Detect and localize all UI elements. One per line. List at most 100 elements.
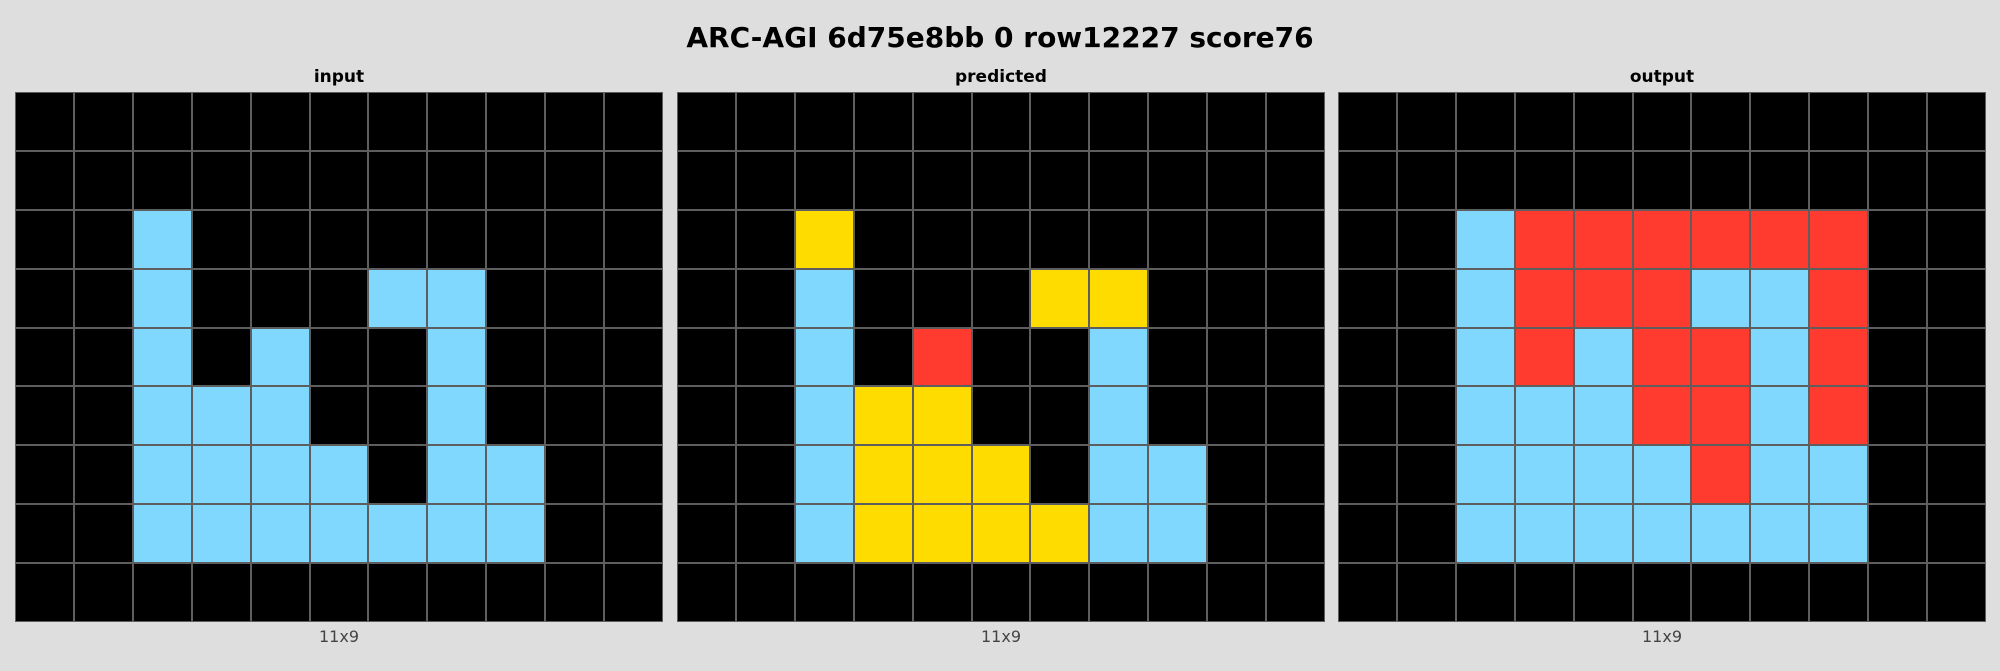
grid-cell	[545, 268, 605, 328]
grid-cell	[1868, 563, 1928, 622]
grid-cell	[1455, 92, 1515, 151]
grid-cell	[677, 504, 736, 564]
grid-cell	[912, 445, 972, 505]
grid-cell	[1148, 92, 1208, 151]
grid-cell	[191, 445, 251, 505]
grid-cell	[853, 150, 913, 210]
grid-cell	[1750, 504, 1810, 564]
grid-cell	[604, 386, 663, 446]
grid-cell	[1455, 150, 1515, 210]
grid-cell	[677, 92, 736, 151]
grid-cell	[912, 386, 972, 446]
grid-cell	[1396, 92, 1456, 151]
grid-cell	[1927, 327, 1986, 387]
grid-cell	[486, 563, 546, 622]
grid-cell	[1691, 504, 1751, 564]
grid-cell	[853, 268, 913, 328]
grid-cell	[794, 150, 854, 210]
grid-cell	[1089, 445, 1149, 505]
grid-cell	[1632, 386, 1692, 446]
grid-cell	[250, 445, 310, 505]
grid-cell	[1927, 563, 1986, 622]
grid-cell	[309, 92, 369, 151]
grid-cell	[427, 327, 487, 387]
panel-title-output: output	[1629, 67, 1695, 87]
grid-output	[1338, 92, 1986, 622]
grid-dims-output: 11x9	[1641, 627, 1682, 646]
grid-cell	[794, 445, 854, 505]
grid-cell	[1691, 92, 1751, 151]
grid-cell	[1148, 504, 1208, 564]
grid-cell	[1809, 209, 1869, 269]
grid-cell	[191, 268, 251, 328]
grid-cell	[1148, 563, 1208, 622]
grid-cell	[1207, 150, 1267, 210]
grid-cell	[250, 327, 310, 387]
grid-cell	[427, 209, 487, 269]
grid-cell	[1266, 563, 1325, 622]
grid-cell	[309, 327, 369, 387]
grid-cell	[1809, 386, 1869, 446]
grid-cell	[604, 327, 663, 387]
grid-cell	[1514, 92, 1574, 151]
grid-cell	[191, 504, 251, 564]
grid-cell	[1148, 386, 1208, 446]
grid-cell	[250, 504, 310, 564]
grid-cell	[1632, 445, 1692, 505]
grid-cell	[1750, 268, 1810, 328]
grid-cell	[132, 92, 192, 151]
panel-input: input 11x9	[15, 62, 663, 648]
grid-input	[15, 92, 663, 622]
grid-cell	[1632, 327, 1692, 387]
grid-cell	[1030, 445, 1090, 505]
grid-cell	[368, 563, 428, 622]
grid-cell	[15, 92, 74, 151]
grid-cell	[912, 504, 972, 564]
grid-cell	[677, 209, 736, 269]
grid-cell	[368, 386, 428, 446]
grid-cell	[1207, 386, 1267, 446]
grid-cell	[912, 268, 972, 328]
grid-cell	[1809, 504, 1869, 564]
grid-cell	[250, 150, 310, 210]
grid-cell	[368, 209, 428, 269]
grid-cell	[132, 504, 192, 564]
grid-cell	[677, 268, 736, 328]
grid-cell	[15, 445, 74, 505]
grid-cell	[1809, 150, 1869, 210]
panel-title-predicted: predicted	[955, 67, 1047, 87]
grid-cell	[250, 268, 310, 328]
grid-cell	[1338, 268, 1397, 328]
grid-cell	[1089, 268, 1149, 328]
grid-cell	[794, 563, 854, 622]
grid-cell	[15, 268, 74, 328]
grid-cell	[1089, 92, 1149, 151]
grid-cell	[1868, 209, 1928, 269]
grid-cell	[132, 386, 192, 446]
grid-cell	[368, 92, 428, 151]
grid-cell	[250, 563, 310, 622]
grid-cell	[604, 150, 663, 210]
grid-cell	[545, 563, 605, 622]
grid-cell	[1030, 563, 1090, 622]
grid-cell	[15, 504, 74, 564]
grid-cell	[1396, 445, 1456, 505]
grid-cell	[1396, 563, 1456, 622]
grid-cell	[677, 445, 736, 505]
grid-cell	[1455, 563, 1515, 622]
grid-cell	[1396, 386, 1456, 446]
grid-cell	[1030, 150, 1090, 210]
grid-cell	[1266, 445, 1325, 505]
grid-cell	[309, 386, 369, 446]
grid-cell	[1573, 445, 1633, 505]
grid-cell	[1750, 445, 1810, 505]
grid-cell	[545, 150, 605, 210]
grid-cell	[309, 209, 369, 269]
grid-cell	[1750, 386, 1810, 446]
grid-cell	[604, 445, 663, 505]
grid-cell	[250, 386, 310, 446]
grid-cell	[132, 150, 192, 210]
grid-cell	[1632, 268, 1692, 328]
grid-cell	[1632, 92, 1692, 151]
grid-cell	[486, 268, 546, 328]
